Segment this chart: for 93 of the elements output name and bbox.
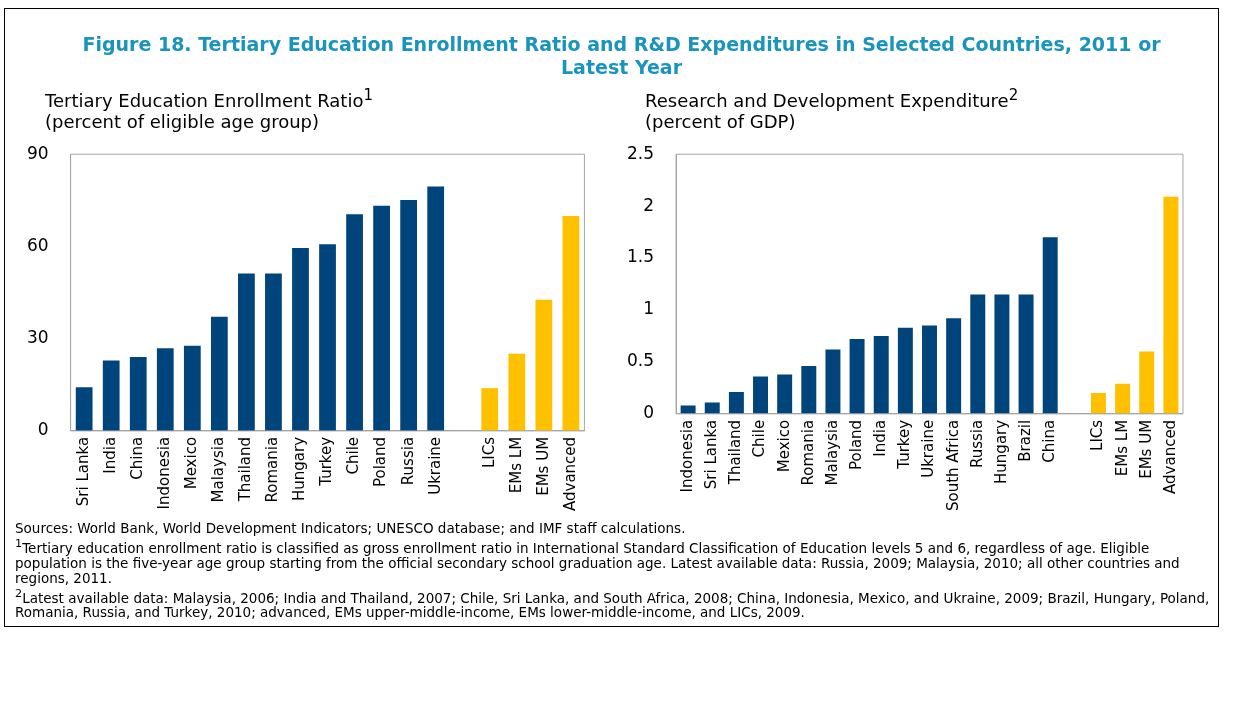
bar: [183, 345, 201, 431]
y-tick-label: 90: [26, 142, 49, 163]
x-tick-label: China: [128, 436, 147, 480]
x-tick-label: Sri Lanka: [74, 436, 93, 507]
bar: [1042, 237, 1058, 414]
x-tick-label: Indonesia: [678, 419, 696, 493]
bar: [849, 339, 865, 414]
bar: [508, 353, 526, 431]
x-tick-label: Sri Lanka: [702, 419, 721, 490]
chart-subtitle: (percent of GDP): [645, 111, 797, 132]
x-tick-label: India: [101, 436, 120, 474]
x-tick-label: Malaysia: [822, 419, 841, 486]
bar: [319, 244, 336, 431]
x-tick-label: Russia: [398, 436, 417, 486]
x-tick-label: Romania: [263, 436, 282, 503]
x-tick-label: Romania: [798, 419, 817, 486]
bar: [156, 348, 174, 431]
x-tick-label: Thailand: [236, 436, 255, 503]
bar: [1139, 351, 1155, 414]
bar: [873, 335, 889, 414]
y-tick-label: 2.5: [626, 142, 655, 163]
y-tick-label: 0: [643, 402, 655, 423]
x-tick-label: Advanced: [560, 436, 579, 511]
x-tick-label: Thailand: [726, 419, 745, 486]
x-tick-label: Ukraine: [919, 419, 938, 478]
bar: [238, 273, 255, 431]
bar: [1018, 294, 1034, 414]
x-tick-label: Chile: [750, 419, 769, 458]
x-tick-label: India: [871, 419, 890, 457]
text: $^{2}$Latest available data: Malaysia, 2006; India and Thailand, 2007; Chile, Sri Lanka, and South Africa, 2008; China, Indonesia, Mexico, and Ukraine, 2009; Brazil, Hungary, Poland, Romania, Russia, and Turkey, 2010; advanced, EMs upper-middle-income, EMs lower-middle-income, and LICs, 2009.: [15, 586, 1211, 620]
x-tick-label: Poland: [846, 419, 865, 470]
bar: [1091, 393, 1106, 414]
text: $^{1}$Tertiary education enrollment ratio is classified as gross enrollment ratio in International Standard Classification of Education levels 5 and 6, regardless of age. Eligible population is the five-year age group starting from the official secondary school graduation age. Latest available data: Russia, 2009; Malaysia, 2010; all other countries and regions, 2011.: [15, 536, 1181, 586]
bar: [777, 374, 793, 414]
x-tick-label: Ukraine: [425, 436, 444, 495]
bar: [922, 325, 937, 414]
bar: [801, 366, 817, 414]
bar: [562, 216, 580, 431]
bar: [704, 402, 720, 414]
x-tick-label: Turkey: [895, 419, 914, 470]
chart-title: Tertiary Education Enrollment Ratio$^{1}$: [45, 85, 374, 111]
bar: [292, 247, 309, 431]
x-tick-label: Advanced: [1160, 419, 1179, 494]
bar: [481, 388, 499, 431]
x-tick-label: Malaysia: [209, 436, 228, 503]
bar: [1163, 196, 1179, 414]
bar: [946, 318, 962, 414]
x-tick-label: China: [1040, 419, 1059, 463]
bar: [75, 387, 93, 431]
y-tick-label: 0.5: [626, 350, 655, 371]
x-tick-label: EMs LM: [1112, 419, 1131, 477]
chart-subtitle: (percent of eligible age group): [45, 111, 321, 132]
x-tick-label: Hungary: [290, 436, 309, 501]
y-tick-label: 0: [37, 419, 49, 440]
bar: [346, 214, 363, 431]
x-tick-label: LICs: [479, 436, 498, 468]
bar: [373, 205, 390, 431]
x-tick-label: Chile: [344, 436, 363, 475]
chart-title: Research and Development Expenditure$^{2}$: [645, 85, 1020, 111]
bar: [994, 294, 1010, 414]
bar: [970, 294, 986, 414]
bar: [102, 360, 120, 431]
x-tick-label: EMs UM: [1136, 419, 1155, 479]
bar: [210, 316, 228, 431]
bar: [753, 376, 769, 414]
y-tick-label: 1: [643, 298, 655, 319]
x-tick-label: Indonesia: [155, 436, 174, 510]
x-tick-label: Mexico: [774, 419, 793, 473]
bar: [897, 327, 913, 414]
bar: [535, 299, 553, 431]
bar: [427, 186, 445, 431]
x-tick-label: EMs LM: [506, 436, 525, 494]
x-tick-label: Hungary: [991, 419, 1010, 484]
bar: [825, 349, 841, 414]
y-tick-label: 30: [26, 327, 49, 348]
x-tick-label: Turkey: [317, 436, 336, 487]
bar: [400, 200, 418, 431]
bar: [728, 392, 744, 414]
y-tick-label: 2: [643, 194, 655, 215]
x-tick-label: Mexico: [182, 436, 201, 490]
x-tick-label: Brazil: [1015, 419, 1034, 462]
x-tick-label: Russia: [967, 419, 986, 469]
source-note: Sources: World Bank, World Development Indicators; UNESCO database; and IMF staff calculations.: [15, 520, 687, 536]
x-tick-label: Poland: [371, 436, 390, 487]
bar: [1115, 383, 1131, 414]
x-tick-label: South Africa: [943, 419, 962, 512]
bar: [265, 273, 282, 431]
x-tick-label: EMs UM: [533, 436, 552, 496]
y-tick-label: 1.5: [626, 246, 655, 267]
bar: [129, 357, 147, 431]
text: Figure 18. Tertiary Education Enrollment Ratio and R&D Expenditures in Selected Countries, 2011 or Latest Year: [81, 33, 1162, 79]
y-tick-label: 60: [26, 234, 49, 255]
x-tick-label: LICs: [1088, 419, 1107, 451]
